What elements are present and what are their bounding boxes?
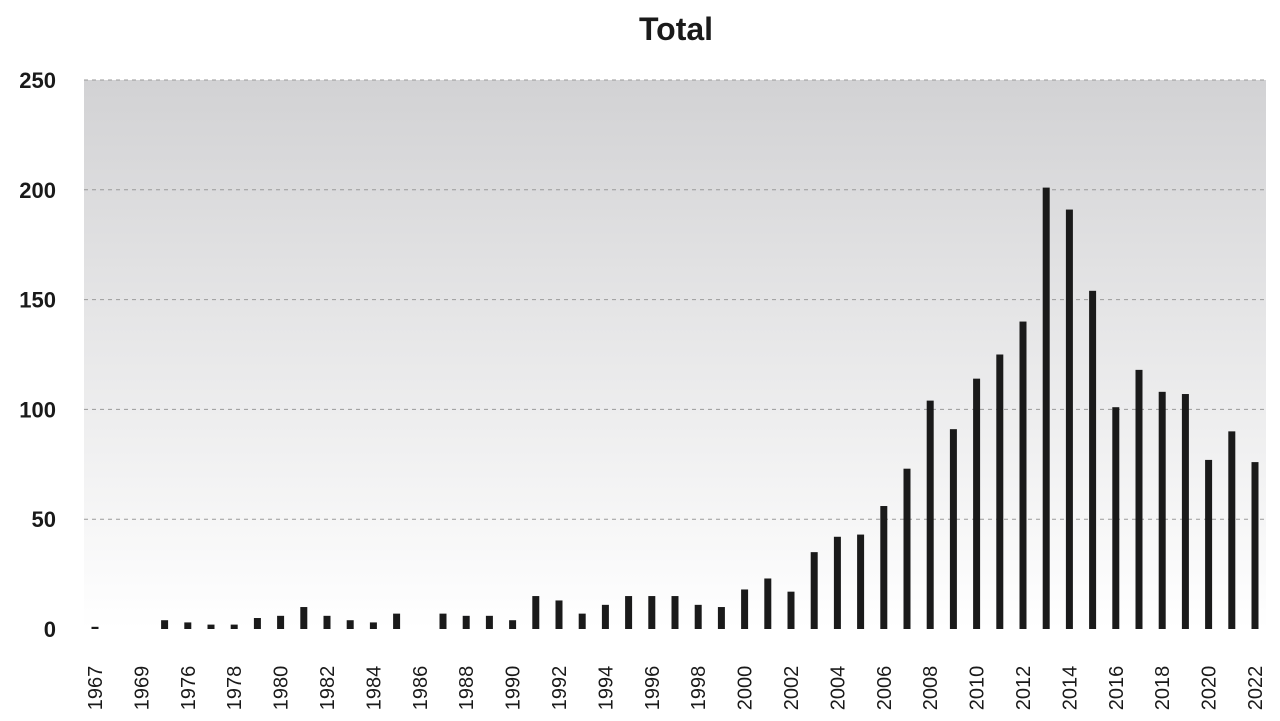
bar-1987 (439, 613, 447, 629)
y-tick-label: 0 (44, 617, 56, 642)
bar-2011 (996, 354, 1004, 629)
y-tick-label: 250 (19, 68, 56, 93)
bar-2007 (903, 468, 911, 629)
bar-2012 (1019, 321, 1027, 629)
bar-1989 (485, 615, 493, 629)
x-tick-label: 2018 (1152, 666, 1174, 711)
bar-1999 (717, 607, 725, 629)
bar-1998 (694, 604, 702, 629)
bar-1977 (207, 624, 215, 629)
x-tick-label: 2020 (1199, 666, 1221, 711)
x-tick-label: 1990 (503, 666, 525, 711)
bar-2014 (1065, 209, 1073, 629)
bar-2003 (810, 552, 818, 629)
bar-1978 (230, 624, 238, 629)
y-tick-label: 150 (19, 288, 56, 313)
bar-1976 (184, 622, 192, 629)
bar-1991 (532, 596, 540, 629)
y-tick-label: 50 (32, 507, 56, 532)
bar-1983 (346, 620, 354, 629)
bar-2018 (1158, 391, 1166, 629)
bar-1979 (253, 618, 261, 629)
bar-2017 (1135, 369, 1143, 629)
y-axis-ticks: 0 50 100 150 200 250 (19, 68, 56, 642)
bar-1990 (509, 620, 517, 629)
x-tick-label: 1992 (549, 666, 571, 711)
bar-1994 (601, 604, 609, 629)
bar-2022 (1251, 462, 1259, 629)
x-tick-label: 2016 (1106, 666, 1128, 711)
x-tick-label: 2010 (967, 666, 989, 711)
bar-1981 (300, 607, 308, 629)
bar-2015 (1089, 290, 1097, 629)
x-tick-label: 2014 (1059, 666, 1081, 711)
bar-2006 (880, 506, 888, 629)
bar-2001 (764, 578, 772, 629)
x-tick-label: 1982 (317, 666, 339, 711)
bar-1984 (369, 622, 377, 629)
chart-title: Total (639, 11, 713, 47)
bar-1996 (648, 596, 656, 629)
x-tick-label: 1967 (85, 666, 107, 711)
x-tick-label: 2008 (920, 666, 942, 711)
bar-2005 (857, 534, 865, 629)
bar-1985 (393, 613, 401, 629)
x-tick-label: 2002 (781, 666, 803, 711)
bar-1975 (161, 620, 169, 629)
bar-1997 (671, 596, 679, 629)
bar-2016 (1112, 407, 1120, 629)
x-tick-label: 2012 (1013, 666, 1035, 711)
x-tick-label: 1980 (271, 666, 293, 711)
bar-1982 (323, 615, 331, 629)
x-tick-label: 1978 (224, 666, 246, 711)
bar-2019 (1181, 394, 1189, 629)
bar-1995 (625, 596, 633, 629)
bar-2020 (1205, 459, 1213, 629)
x-tick-label: 1969 (131, 666, 153, 711)
x-tick-label: 2000 (735, 666, 757, 711)
bar-2021 (1228, 431, 1236, 629)
bar-2004 (833, 536, 841, 629)
x-tick-label: 1988 (456, 666, 478, 711)
bar-1992 (555, 600, 563, 629)
y-tick-label: 200 (19, 178, 56, 203)
x-tick-label: 1976 (178, 666, 200, 711)
bar-1993 (578, 613, 586, 629)
bar-2002 (787, 591, 795, 629)
bar-1988 (462, 615, 470, 629)
y-tick-label: 100 (19, 397, 56, 422)
x-tick-label: 1994 (595, 666, 617, 711)
bar-1967 (91, 626, 99, 629)
x-tick-label: 1996 (642, 666, 664, 711)
x-tick-label: 2022 (1245, 666, 1267, 711)
x-tick-label: 1984 (363, 666, 385, 711)
x-tick-label: 1986 (410, 666, 432, 711)
bar-2000 (741, 589, 749, 629)
bar-2010 (973, 378, 981, 629)
x-axis-ticks: 1967 1969 1976 1978 1980 1982 1984 1986 1988 1990… (85, 666, 1267, 711)
bar-2008 (926, 400, 934, 629)
x-tick-label: 2004 (827, 666, 849, 711)
x-tick-label: 1998 (688, 666, 710, 711)
bar-2013 (1042, 187, 1050, 629)
plot-background (84, 80, 1266, 629)
x-tick-label: 2006 (874, 666, 896, 711)
bars (91, 187, 1259, 629)
bar-2009 (949, 429, 957, 629)
bar-1980 (277, 615, 285, 629)
